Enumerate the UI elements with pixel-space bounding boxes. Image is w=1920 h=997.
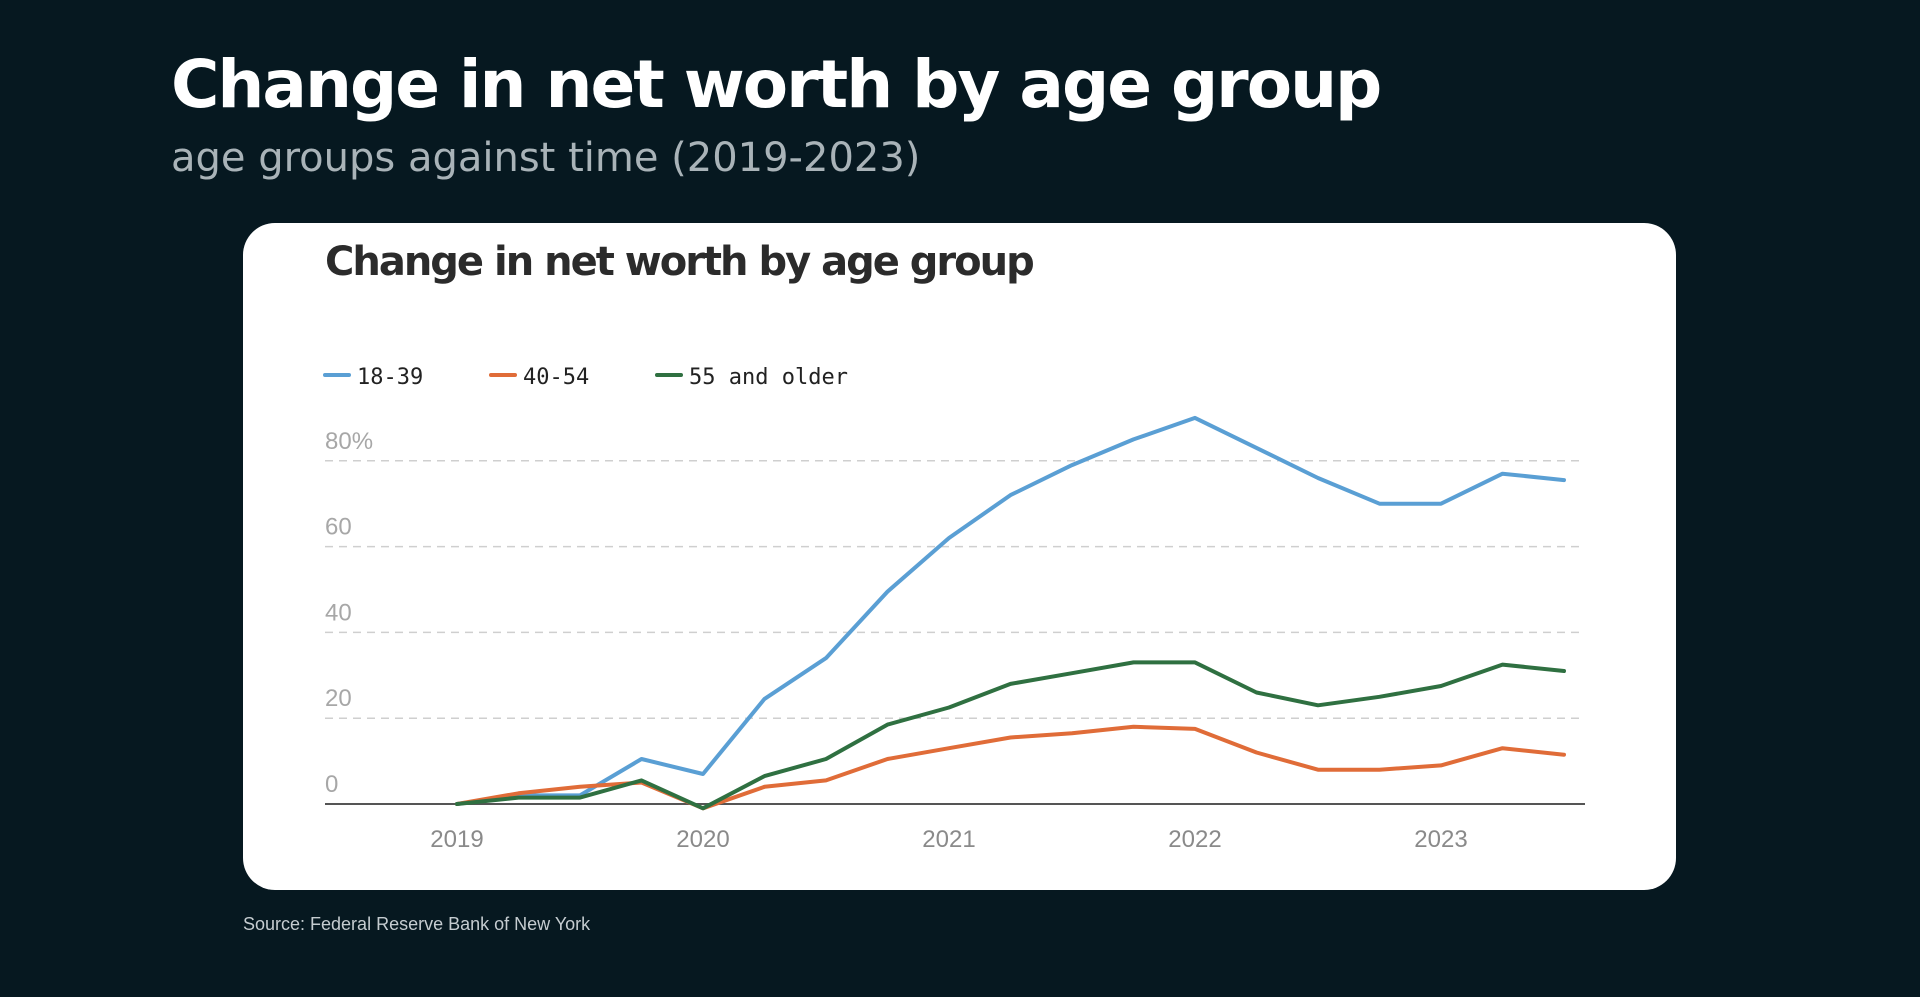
- series-line-40-54: [455, 724, 1566, 811]
- legend-label: 40-54: [523, 365, 589, 390]
- y-tick-label: 20: [325, 685, 352, 712]
- chart-legend: 18-39 40-54 55 and older: [323, 365, 848, 390]
- series-line-18-39: [455, 415, 1566, 806]
- series-line-55-and-older: [455, 660, 1566, 811]
- x-tick-label: 2022: [1168, 826, 1221, 853]
- legend-label: 55 and older: [689, 365, 848, 390]
- page-subtitle: age groups against time (2019-2023): [171, 135, 921, 181]
- x-tick-label: 2020: [676, 826, 729, 853]
- y-tick-label: 0: [325, 771, 338, 798]
- source-note: Source: Federal Reserve Bank of New York: [243, 914, 591, 934]
- chart-card: Change in net worth by age group 18-39 40…: [243, 223, 1676, 890]
- y-tick-label: 60: [325, 514, 352, 541]
- page-title: Change in net worth by age group: [171, 46, 1382, 123]
- line-chart: Change in net worth by age group 18-39 40…: [323, 239, 1585, 853]
- x-tick-label: 2021: [922, 826, 975, 853]
- x-tick-label: 2019: [430, 826, 483, 853]
- chart-title: Change in net worth by age group: [325, 239, 1033, 285]
- x-axis-ticks: 2019 2020 2021 2022 2023: [430, 826, 1467, 853]
- x-tick-label: 2023: [1414, 826, 1467, 853]
- y-tick-label: 40: [325, 599, 352, 626]
- chart-grid: [325, 460, 1585, 805]
- y-axis-ticks: 0 20 40 60 80%: [325, 428, 373, 798]
- y-tick-label: 80%: [325, 428, 373, 455]
- chart-series: [455, 415, 1566, 811]
- legend-label: 18-39: [357, 365, 423, 390]
